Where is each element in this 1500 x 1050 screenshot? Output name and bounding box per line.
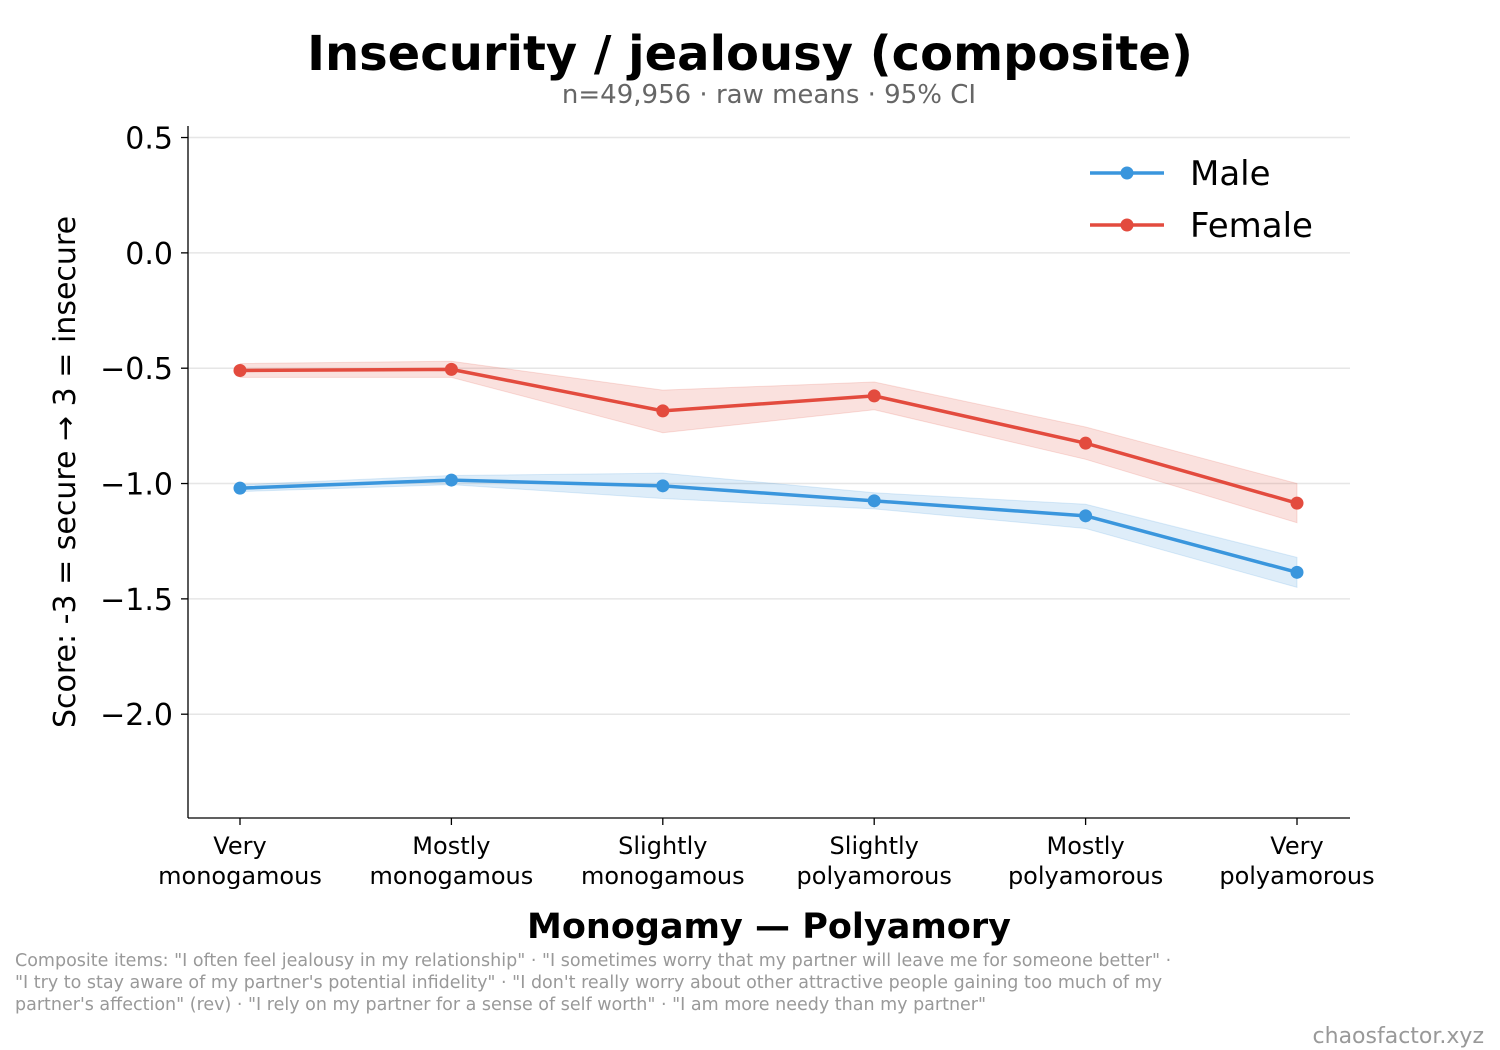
y-tick-label: −1.0 bbox=[100, 468, 173, 503]
data-point-male bbox=[444, 473, 458, 487]
confidence-bands bbox=[239, 360, 1298, 588]
data-point-male bbox=[656, 479, 670, 493]
x-tick-label: Mostly bbox=[1047, 832, 1125, 860]
data-point-female bbox=[1290, 496, 1304, 510]
y-tick-label: 0.0 bbox=[125, 237, 173, 272]
x-tick-label: Very bbox=[1270, 832, 1323, 860]
x-axis-label: Monogamy — Polyamory bbox=[527, 907, 1011, 947]
data-point-male bbox=[1079, 509, 1093, 523]
x-tick-label: monogamous bbox=[158, 862, 322, 890]
series-line-male bbox=[239, 478, 1298, 575]
y-tick-label: −0.5 bbox=[100, 352, 173, 387]
x-tick-label: Very bbox=[213, 832, 266, 860]
data-point-male bbox=[1290, 565, 1304, 579]
data-point-female bbox=[867, 389, 881, 403]
series-lines bbox=[239, 367, 1298, 575]
y-axis-label: Score: -3 = secure → 3 = insecure bbox=[48, 216, 83, 728]
legend: Male Female bbox=[1090, 154, 1313, 246]
axes bbox=[187, 126, 1350, 819]
data-point-male bbox=[233, 481, 247, 495]
x-tick-label: polyamorous bbox=[1008, 862, 1163, 890]
chart-subtitle: n=49,956 · raw means · 95% CI bbox=[561, 80, 977, 110]
x-tick-label: Slightly bbox=[830, 832, 919, 860]
data-point-female bbox=[444, 362, 458, 376]
data-point-female bbox=[656, 404, 670, 418]
data-point-female bbox=[233, 364, 247, 378]
y-tick-label: −1.5 bbox=[100, 583, 173, 618]
legend-label-male: Male bbox=[1190, 154, 1271, 194]
y-tick-label: −2.0 bbox=[100, 698, 173, 733]
x-tick-label: polyamorous bbox=[1219, 862, 1374, 890]
x-tick-label: monogamous bbox=[370, 862, 534, 890]
data-point-female bbox=[1079, 436, 1093, 450]
series-points bbox=[233, 362, 1304, 579]
chart-title: Insecurity / jealousy (composite) bbox=[307, 26, 1193, 82]
credit: chaosfactor.xyz bbox=[1312, 1024, 1484, 1049]
x-tick-label: polyamorous bbox=[797, 862, 952, 890]
legend-marker-female bbox=[1120, 218, 1134, 232]
grid-lines bbox=[188, 136, 1350, 715]
x-tick-label: Mostly bbox=[412, 832, 490, 860]
x-tick-label: Slightly bbox=[618, 832, 707, 860]
data-point-male bbox=[867, 494, 881, 508]
x-tick-label: monogamous bbox=[581, 862, 745, 890]
legend-label-female: Female bbox=[1190, 206, 1313, 246]
x-ticks: VerymonogamousMostlymonogamousSlightlymo… bbox=[158, 818, 1375, 890]
footnote: Composite items: "I often feel jealousy … bbox=[15, 951, 1172, 1015]
y-tick-label: 0.5 bbox=[125, 122, 173, 157]
y-ticks: 0.5 0.0 −0.5 −1.0 −1.5 −2.0 bbox=[100, 122, 188, 733]
series-line-female bbox=[239, 367, 1298, 505]
legend-marker-male bbox=[1120, 166, 1134, 180]
